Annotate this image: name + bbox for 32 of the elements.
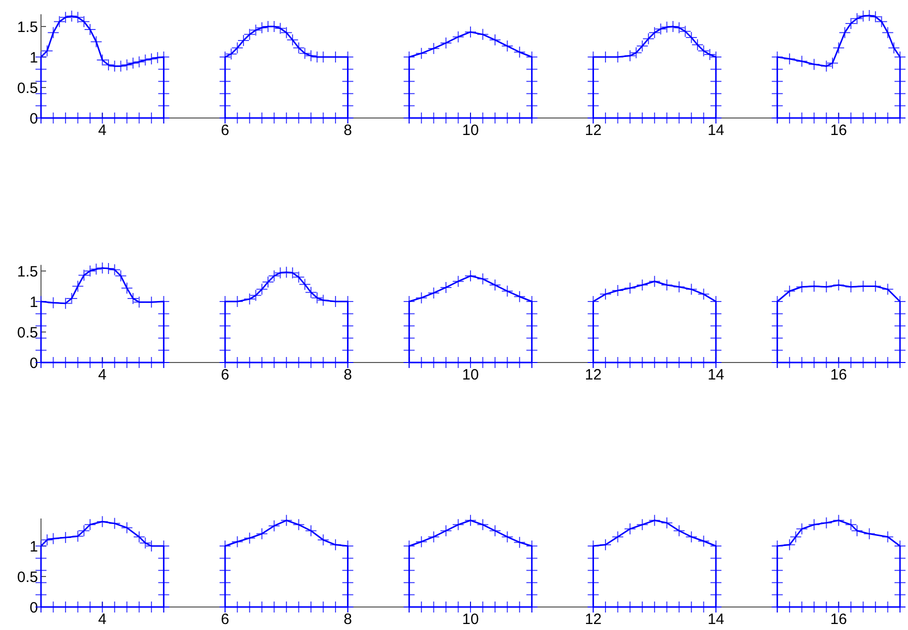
x-tick-label: 14: [708, 611, 724, 628]
y-tick-label: 1.5: [17, 263, 38, 280]
y-tick-label: 1.5: [17, 18, 38, 36]
y-tick-label: 0: [30, 599, 38, 616]
y-tick-label: 1: [30, 538, 38, 556]
x-tick-label: 6: [220, 122, 230, 139]
x-tick-label: 14: [708, 366, 724, 384]
x-tick-label: 8: [344, 366, 352, 384]
x-tick-label: 6: [220, 611, 230, 628]
x-tick-label: 16: [830, 122, 847, 139]
x-tick-label: 6: [220, 366, 230, 384]
x-tick-label: 12: [584, 366, 602, 384]
y-tick-label: 0.5: [17, 568, 38, 586]
x-tick-label: 4: [98, 366, 107, 384]
x-tick-label: 12: [584, 611, 602, 628]
x-tick-label: 4: [98, 611, 107, 628]
x-tick-label: 14: [708, 122, 724, 139]
x-tick-label: 10: [462, 611, 479, 628]
x-tick-label: 10: [462, 122, 479, 139]
x-tick-label: 10: [462, 366, 479, 384]
y-tick-label: 0: [30, 354, 38, 372]
x-tick-label: 8: [344, 122, 352, 139]
y-tick-label: 0.5: [17, 324, 38, 342]
y-tick-label: 0: [30, 110, 38, 128]
y-tick-label: 0.5: [17, 80, 38, 97]
y-tick-label: 1: [30, 294, 38, 311]
x-tick-label: 4: [98, 122, 107, 139]
x-tick-label: 8: [344, 611, 352, 628]
y-tick-label: 1: [30, 49, 38, 66]
x-tick-label: 16: [830, 366, 847, 384]
x-tick-label: 16: [830, 611, 847, 628]
x-tick-label: 12: [584, 122, 602, 139]
